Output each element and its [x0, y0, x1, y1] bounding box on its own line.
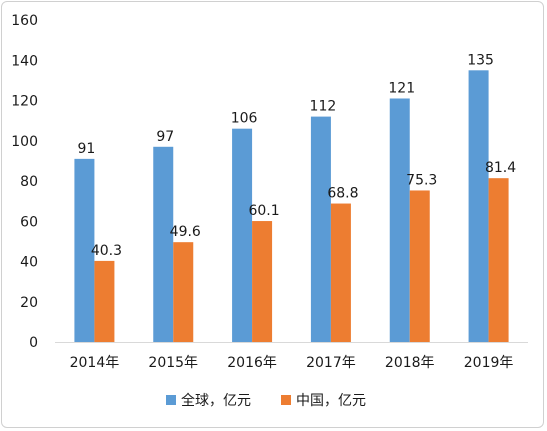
data-label-series-2: 49.6 — [170, 224, 201, 240]
y-tick-label: 0 — [29, 335, 38, 351]
legend-label-series-1: 全球，亿元 — [181, 392, 251, 409]
x-axis: 2014年 2015年 2016年 2017年 2018年 2019年 — [55, 342, 528, 371]
bar-series-2 — [94, 260, 115, 342]
y-tick-label: 80 — [20, 174, 38, 190]
data-label-series-1: 106 — [231, 111, 258, 127]
bar-series-1 — [468, 70, 489, 342]
data-label-series-1: 97 — [156, 129, 174, 145]
x-tick-label: 2017年 — [306, 355, 356, 371]
y-tick-label: 20 — [20, 295, 38, 311]
y-tick-label: 120 — [11, 94, 38, 110]
bar-series-1 — [310, 116, 331, 342]
x-tick-label: 2015年 — [148, 355, 198, 371]
data-label-series-1: 112 — [310, 99, 337, 115]
bar-series-1 — [153, 146, 174, 342]
bar-series-2 — [252, 221, 273, 342]
bars — [74, 70, 509, 342]
bar-series-2 — [409, 190, 430, 342]
y-tick-label: 60 — [20, 214, 38, 230]
data-label-series-1: 91 — [78, 141, 96, 157]
legend-swatch-series-2 — [281, 395, 291, 405]
bar-series-1 — [232, 128, 253, 342]
y-axis: 0 20 40 60 80 100 120 140 160 — [11, 13, 38, 351]
x-tick-label: 2016年 — [227, 355, 277, 371]
bar-series-2 — [488, 178, 509, 342]
legend-label-series-2: 中国，亿元 — [296, 393, 366, 409]
legend: 全球，亿元 中国，亿元 — [166, 392, 366, 409]
x-tick-label: 2018年 — [385, 355, 435, 371]
data-label-series-2: 75.3 — [406, 172, 437, 188]
y-tick-label: 40 — [20, 255, 38, 271]
data-labels: 91 97 106 112 121 135 40.3 49.6 60.1 68.8 75.3 81.4 — [78, 52, 517, 259]
bar-series-2 — [330, 203, 351, 342]
data-label-series-2: 68.8 — [327, 186, 358, 202]
legend-swatch-series-1 — [166, 395, 176, 405]
bar-series-2 — [173, 242, 194, 342]
y-tick-label: 160 — [11, 13, 38, 29]
y-tick-label: 140 — [11, 53, 38, 69]
bar-series-1 — [389, 98, 410, 342]
bar-series-1 — [74, 158, 95, 342]
x-tick-label: 2014年 — [70, 355, 120, 371]
data-label-series-2: 40.3 — [91, 243, 122, 259]
x-tick-label: 2019年 — [464, 355, 514, 371]
data-label-series-1: 121 — [388, 80, 415, 96]
y-tick-label: 100 — [11, 134, 38, 150]
data-label-series-2: 81.4 — [485, 160, 516, 176]
data-label-series-2: 60.1 — [248, 203, 279, 219]
data-label-series-1: 135 — [467, 52, 494, 68]
